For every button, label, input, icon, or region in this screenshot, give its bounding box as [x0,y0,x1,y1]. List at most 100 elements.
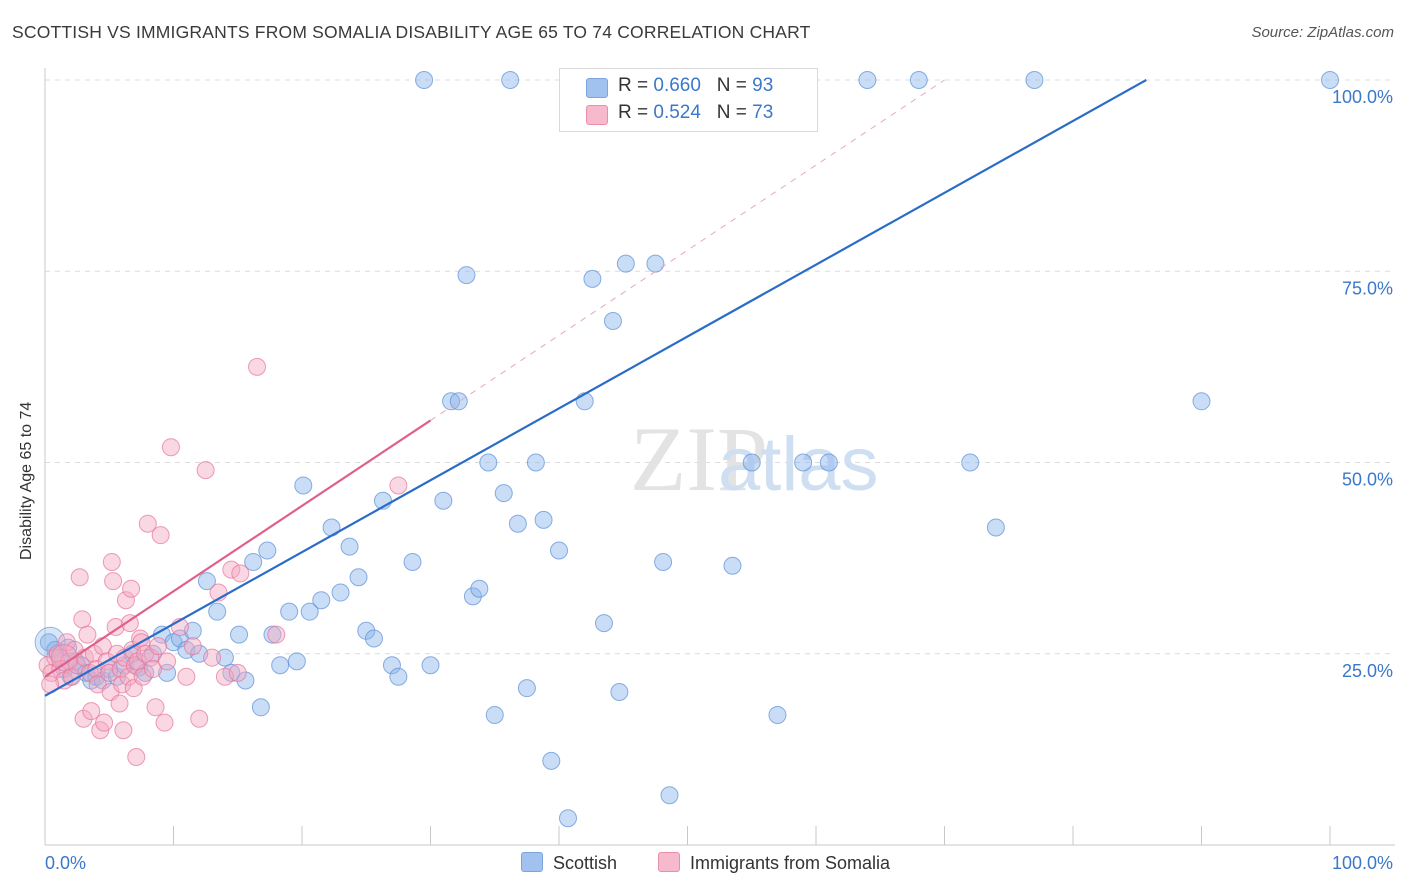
somalia-point [50,644,78,672]
somalia-point [113,675,132,694]
scottish-point [1192,392,1211,411]
legend-n-value-somalia: 73 [752,102,774,123]
somalia-point [100,663,119,682]
x-tick-label: 0.0% [45,853,86,873]
scottish-point [271,656,290,675]
somalia-point [149,637,168,656]
watermark: ZIP atlas [630,408,879,510]
scottish-point [300,602,319,621]
scottish-point [197,572,216,591]
somalia-trendline [44,419,432,678]
scottish-point [1321,71,1339,89]
legend-n-value-scottish: 93 [752,75,774,96]
scottish-point [457,266,476,285]
scottish-point [768,705,787,724]
scottish-point [575,392,594,411]
scottish-point [357,621,376,640]
x-tick-label: 100.0% [1332,853,1393,873]
chart-title: SCOTTISH VS IMMIGRANTS FROM SOMALIA DISA… [12,22,811,42]
legend-r-value-somalia: 0.524 [653,102,701,123]
somalia-point [95,713,114,732]
somalia-point [114,721,133,740]
scottish-point [517,679,536,698]
somalia-point [143,660,162,679]
somalia-point [231,564,250,583]
legend-r-label: R = [618,75,654,96]
scottish-point [542,751,561,770]
somalia-point [222,560,241,579]
scottish-points [34,71,1339,828]
tick-labels: 25.0% 50.0% 75.0% 100.0% 0.0% 100.0% [45,87,1393,873]
scottish-point [251,698,270,717]
legend-swatch-somalia [586,105,608,125]
scottish-point [244,552,263,571]
scottish-point [434,491,453,510]
y-axis-label: Disability Age 65 to 74 [18,401,35,560]
axes [44,68,1395,846]
scottish-point [449,392,468,411]
scottish-point [470,579,489,598]
bottom-legend-scottish: Scottish [521,852,617,874]
source-label: Source: ZipAtlas.com [1251,24,1394,41]
scottish-point [501,71,520,89]
scottish-point [961,453,980,472]
somalia-point [127,748,146,767]
scottish-point [654,552,673,571]
somalia-point [120,614,139,633]
grid-lines [45,79,1395,655]
scottish-point [382,656,401,675]
somalia-point [228,663,247,682]
y-tick-label: 75.0% [1342,278,1393,298]
scottish-point [909,71,928,89]
trendlines [44,79,1147,697]
somalia-point [177,667,196,686]
scottish-point [389,667,408,686]
somalia-point [138,514,157,533]
scottish-point [508,514,527,533]
bottom-legend-swatch-somalia [658,852,680,872]
watermark-zip: ZIP [630,408,768,510]
y-tick-label: 50.0% [1342,470,1393,490]
scottish-point [263,625,282,644]
scottish-point [646,254,665,273]
somalia-point [133,667,152,686]
scottish-point [415,71,434,89]
y-tick-label: 100.0% [1332,87,1393,107]
scottish-point [485,705,504,724]
scottish-point [594,614,613,633]
scottish-point [526,453,545,472]
scottish-point [550,541,568,560]
scottish-point [403,552,422,571]
scottish-point [479,453,498,472]
scottish-point [494,484,513,503]
scottish-point [794,453,813,472]
scottish-point [421,656,440,675]
somalia-point [151,526,170,545]
scottish-point [583,269,602,288]
legend-box: R = 0.660 N = 93 R = 0.524 N = 73 [559,68,818,132]
somalia-point [248,357,267,376]
somalia-points [38,357,408,767]
scottish-point [858,71,877,89]
legend-n-label: N = [716,75,753,96]
somalia-point [111,660,130,679]
scottish-point [312,591,331,610]
somalia-point [183,637,202,656]
scottish-point [280,602,299,621]
y-tick-label: 25.0% [1342,661,1393,681]
scottish-point [558,809,577,828]
scottish-point [340,537,359,556]
somalia-point [78,625,97,644]
somalia-point [161,438,180,457]
scottish-point [819,453,838,472]
scottish-point [215,648,234,667]
somalia-point [82,702,101,721]
scottish-point [463,587,482,606]
scottish-trendline [44,79,1147,697]
somalia-point [158,652,177,671]
scottish-point [258,541,277,560]
somalia-point [110,694,129,713]
scottish-point [230,625,249,644]
scottish-point [660,786,679,805]
somalia-point [203,648,222,667]
